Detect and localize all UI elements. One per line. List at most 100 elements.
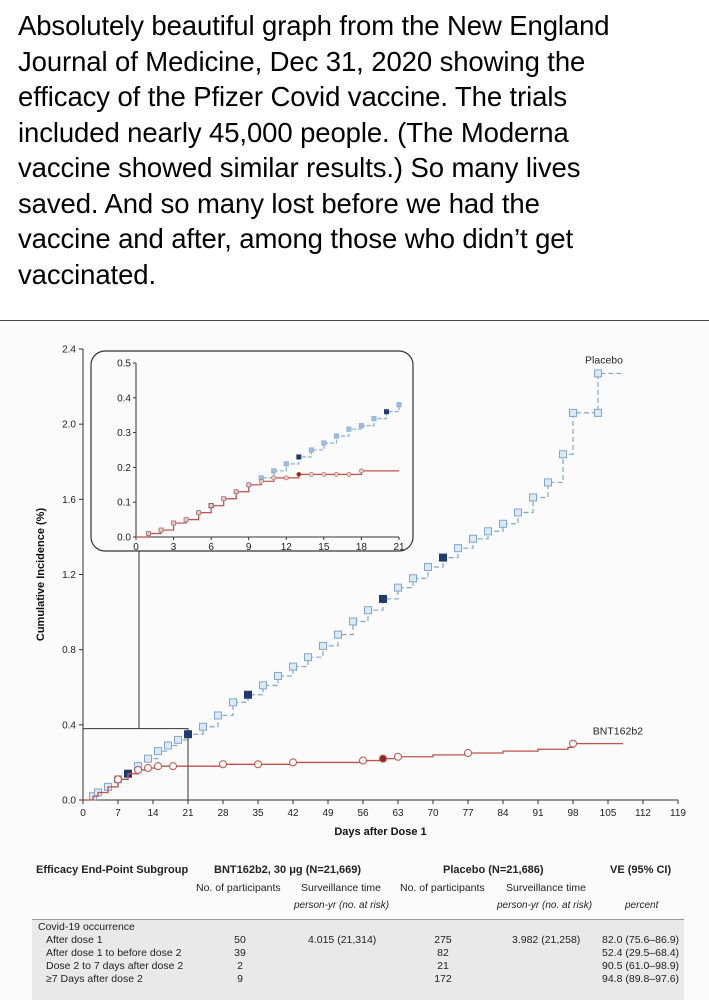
inset-bnt162b2-marker [321,471,327,477]
post-line: Journal of Medicine, Dec 31, 2020 showin… [18,45,586,77]
row-label: ≥7 Days after dose 2 [46,973,143,985]
x-axis-title: Days after Dose 1 [334,826,426,838]
post-line: included nearly 45,000 people. (The Mode… [18,116,569,148]
inset-placebo-marker [271,468,277,474]
pl-n-header: No. of participants [400,882,485,894]
inset-bnt162b2-marker [283,475,289,481]
placebo-marker [409,574,417,583]
placebo-marker [259,681,267,690]
bnt162b2-marker [219,760,227,769]
inset-bnt162b2-marker [208,503,214,509]
post-line: vaccine and after, among those who didn’… [18,223,574,254]
inset-x-tick-label: 9 [246,542,252,553]
table-band [32,920,684,1000]
row-bnt-n: 50 [234,934,246,946]
col-bnt-header: BNT162b2, 30 μg (N=21,669) [214,864,362,876]
placebo-marker [454,544,462,553]
inset-placebo-marker [296,454,302,460]
bnt162b2-label: BNT162b2 [593,726,643,738]
incidence-chart: 0 7 14 21 28 35 42 49 56 63 70 77 84 91 98 105 112 1190.0… [35,345,686,839]
inset-placebo-marker [283,461,289,467]
zoom-region-box [83,728,189,800]
placebo-marker [364,606,372,615]
inset-bnt162b2-marker [271,475,277,481]
post-line: Absolutely beautiful graph from the New … [18,10,610,41]
y-tick-label: 1.6 [62,495,76,506]
x-tick-label: 35 [252,808,264,819]
bnt162b2-line [83,742,623,801]
post-line: vaccine showed similar results.) So many… [18,152,581,183]
y-tick-label: 2.4 [62,345,76,356]
bnt162b2-marker [379,754,387,763]
row-bnt-n: 9 [237,973,243,985]
row-pl-time: 3.982 (21,258) [512,934,581,946]
row-pl-n: 82 [437,947,449,959]
x-tick-label: 28 [217,808,229,819]
row-ve: 52.4 (29.5–68.4) [602,947,680,959]
bnt162b2-marker [289,758,297,767]
inset-x-tick-label: 15 [318,542,330,553]
inset-y-tick-label: 0.0 [117,533,131,544]
figure-image: 0 7 14 21 28 35 42 49 56 63 70 77 84 91 98 105 112 119 0.0… [0,321,709,1000]
pl-person-yr: person-yr (no. at risk) [497,900,593,911]
placebo-marker [394,583,402,592]
inset-placebo-marker [346,426,352,432]
row-bnt-time: 4.015 (21,314) [308,934,377,946]
inset-x-tick-label: 3 [171,542,177,553]
inset-bnt162b2-marker [296,471,302,477]
bnt162b2-marker [464,749,472,758]
placebo-marker [439,553,447,562]
placebo-marker [594,369,602,378]
inset-bnt162b2-marker [333,471,339,477]
placebo-marker [229,698,237,707]
bnt162b2-marker [114,775,122,784]
ve-unit: percent [625,900,659,911]
y-tick-label: 0.8 [62,645,76,656]
row-pl-n: 172 [434,973,452,985]
bnt-n-header: No. of participants [196,882,281,894]
inset-x-tick-label: 0 [133,542,139,553]
placebo-marker [349,617,357,626]
inset-y-tick-label: 0.1 [117,498,131,509]
inset-bnt162b2-marker [246,482,252,488]
placebo-marker [379,594,387,603]
row-ve: 94.8 (89.8–97.6) [602,973,680,985]
inset-placebo-marker [321,440,327,446]
placebo-marker [569,408,577,417]
bnt162b2-marker [359,756,367,765]
inset-frame [90,350,414,552]
placebo-marker [499,519,507,528]
x-tick-label: 49 [322,808,334,819]
inset-placebo-marker [308,447,314,453]
efficacy-table: Efficacy End-Point Subgroup BNT162b2, 30… [0,858,709,1000]
bnt162b2-marker [254,760,262,769]
y-tick-label: 1.2 [62,570,76,581]
inset-placebo-marker [396,402,402,408]
bnt162b2-marker [394,752,402,761]
row-label: Dose 2 to 7 days after dose 2 [46,960,184,972]
bnt162b2-marker [134,765,142,774]
inset-x-tick-label: 12 [281,542,293,553]
inset-y-tick-label: 0.5 [117,359,131,370]
x-tick-label: 91 [532,808,544,819]
placebo-marker [469,534,477,543]
table-rule [32,919,684,920]
placebo-marker [544,478,552,487]
bnt162b2-marker [169,762,177,771]
inset-x-tick-label: 21 [393,542,405,553]
placebo-marker [514,508,522,517]
post-text: Absolutely beautiful graph from the New … [18,8,698,292]
placebo-marker [184,730,192,739]
x-tick-label: 84 [497,808,509,819]
inset-bnt162b2-marker [233,489,239,495]
post-line: vaccinated. [18,258,157,290]
col-subgroup-header: Efficacy End-Point Subgroup [36,864,189,876]
row-pl-n: 21 [437,960,449,972]
y-tick-label: 0.4 [62,720,76,731]
x-tick-label: 7 [115,808,121,819]
row-bnt-n: 39 [234,947,246,959]
inset-bnt162b2-marker [171,520,176,526]
inset-placebo-line [136,404,400,538]
placebo-marker [594,408,602,417]
inset-x-tick-label: 6 [208,542,214,553]
